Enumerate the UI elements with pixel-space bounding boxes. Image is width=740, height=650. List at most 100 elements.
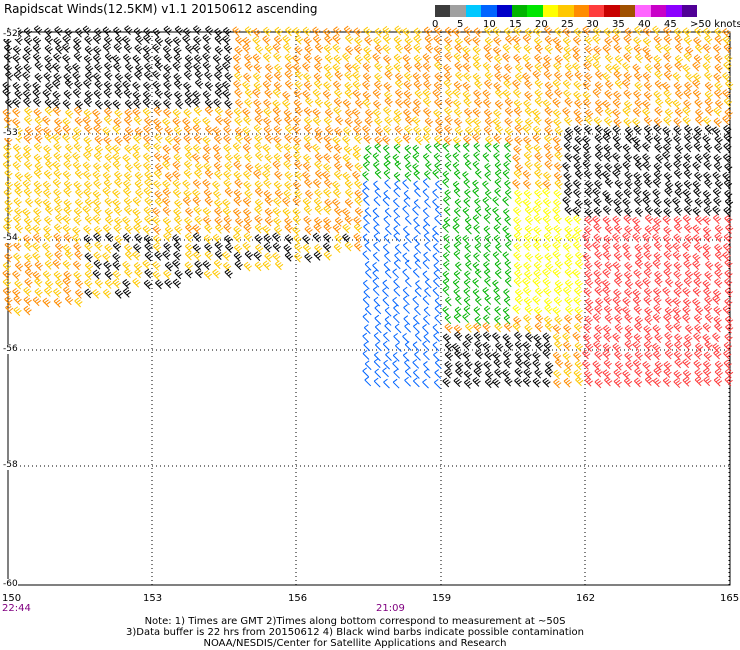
wind-barb <box>74 278 84 289</box>
wind-barb <box>233 152 242 163</box>
wind-barb <box>592 360 601 371</box>
wind-barb <box>354 54 363 65</box>
wind-barb <box>23 286 32 297</box>
wind-barb <box>604 196 613 206</box>
lon-label-153: 153 <box>143 593 163 604</box>
wind-barb <box>652 224 661 234</box>
wind-barb <box>333 54 342 65</box>
wind-barb <box>252 88 261 99</box>
wind-barb <box>204 242 213 253</box>
wind-barb <box>602 205 612 216</box>
wind-barb <box>363 26 372 37</box>
wind-barb <box>244 61 253 72</box>
wind-barb <box>293 152 302 162</box>
wind-barb <box>335 115 344 126</box>
wind-barb <box>673 215 682 226</box>
wind-barb <box>34 116 43 127</box>
wind-barb <box>75 27 84 38</box>
wind-barb <box>712 295 721 305</box>
wind-barb <box>104 207 113 218</box>
wind-barb <box>585 55 594 65</box>
wind-barb <box>272 232 281 243</box>
wind-barb <box>403 304 410 314</box>
lon-label-156: 156 <box>288 593 308 604</box>
wind-barb <box>53 36 62 47</box>
wind-barb <box>682 376 691 387</box>
wind-barb <box>554 126 563 137</box>
wind-barb <box>222 89 231 100</box>
wind-barb <box>362 187 369 198</box>
wind-barb <box>714 135 723 146</box>
wind-barb <box>482 287 490 297</box>
wind-barb <box>622 62 631 72</box>
wind-barb <box>403 197 411 207</box>
wind-barb <box>52 178 62 189</box>
wind-barb <box>333 80 342 91</box>
wind-barb <box>573 296 582 306</box>
wind-barb <box>654 270 663 281</box>
wind-barb <box>72 152 81 162</box>
wind-barb <box>432 341 440 352</box>
wind-barb <box>683 169 693 180</box>
wind-barb <box>723 350 732 360</box>
wind-barb <box>105 232 114 243</box>
wind-barb <box>112 124 121 135</box>
wind-barb <box>124 268 133 279</box>
wind-barb <box>543 197 552 208</box>
wind-barb <box>352 71 361 82</box>
wind-barb <box>513 216 522 227</box>
wind-barb <box>114 81 123 92</box>
wind-barb <box>494 215 502 226</box>
wind-barb <box>514 331 523 342</box>
wind-barb <box>322 242 332 253</box>
wind-barb <box>602 349 611 360</box>
wind-barb <box>393 225 401 235</box>
wind-barb <box>352 144 362 155</box>
wind-barb <box>254 163 263 173</box>
wind-barb <box>502 169 510 180</box>
wind-barb <box>484 79 493 90</box>
wind-barb <box>564 62 574 73</box>
wind-barb <box>423 107 432 118</box>
wind-barb <box>422 188 430 199</box>
wind-barb <box>705 260 714 271</box>
wind-barb <box>262 170 271 180</box>
wind-barb <box>243 232 252 243</box>
wind-barb <box>133 134 142 144</box>
wind-barb <box>534 161 543 172</box>
wind-barb <box>154 190 163 200</box>
wind-barb <box>323 216 332 227</box>
wind-barb <box>413 322 420 333</box>
wind-barb <box>354 134 363 145</box>
wind-barb <box>62 277 71 288</box>
wind-barb <box>284 234 294 244</box>
wind-barb <box>262 225 271 235</box>
wind-barb <box>444 43 453 54</box>
wind-barb <box>372 152 380 163</box>
wind-barb <box>444 26 454 37</box>
wind-barb <box>4 198 13 209</box>
wind-barb <box>3 188 12 199</box>
wind-barb <box>153 106 162 117</box>
wind-barb <box>73 271 82 281</box>
lon-label-165: 165 <box>720 593 740 604</box>
wind-barb <box>682 251 692 262</box>
wind-barb <box>233 196 242 207</box>
wind-barb <box>624 179 633 190</box>
wind-barb <box>382 25 391 36</box>
wind-barb <box>505 232 512 243</box>
wind-barb <box>202 260 211 270</box>
wind-barb <box>354 241 363 252</box>
wind-barb <box>13 197 22 208</box>
wind-barb <box>152 207 161 217</box>
wind-barb <box>652 342 661 353</box>
wind-barb <box>594 169 603 180</box>
wind-barb <box>12 270 21 281</box>
wind-barb <box>272 252 281 262</box>
wind-barb <box>3 115 13 126</box>
wind-barb <box>393 62 402 73</box>
wind-barb <box>175 99 184 110</box>
wind-barb <box>194 169 203 180</box>
wind-barb <box>573 35 582 46</box>
wind-barb <box>444 189 452 200</box>
